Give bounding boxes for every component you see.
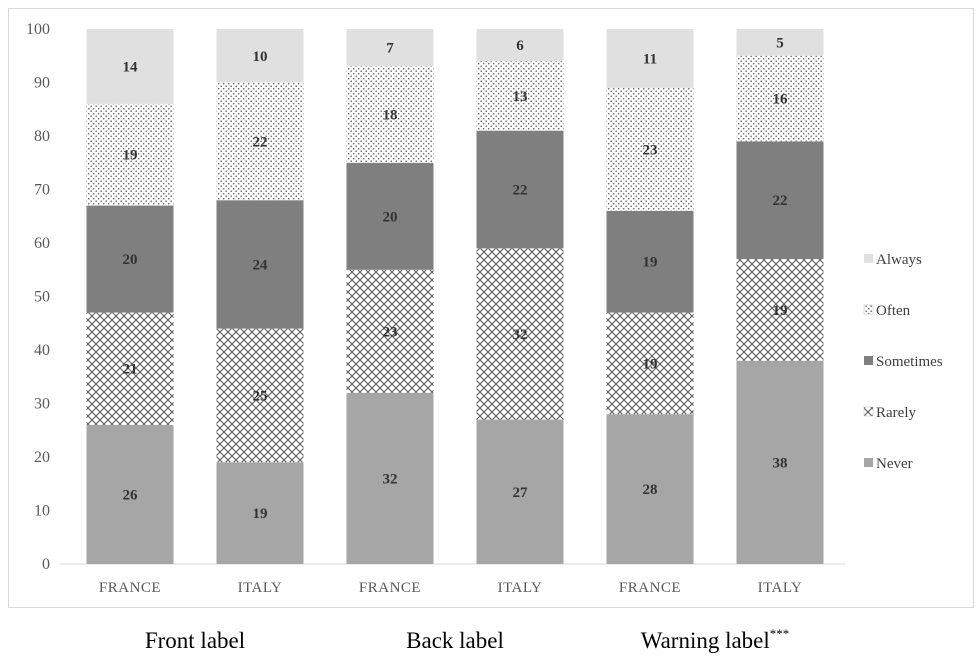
bar-segment-rarely	[476, 248, 564, 420]
bar-segment-often	[346, 66, 434, 163]
x-category-label: FRANCE	[99, 580, 161, 596]
bar-segment-sometimes	[346, 162, 434, 270]
bar-segment-sometimes	[736, 141, 824, 260]
data-label: 27	[513, 485, 529, 501]
data-label: 32	[383, 471, 398, 487]
y-tick-label: 10	[34, 503, 50, 520]
data-label: 22	[253, 134, 268, 150]
y-tick-label: 50	[34, 289, 50, 306]
x-category-label: ITALY	[238, 580, 283, 596]
legend-swatch-never	[864, 458, 873, 467]
bar-segment-often	[736, 55, 824, 142]
legend-swatch-often	[863, 304, 874, 315]
bar-segment-always	[606, 29, 694, 88]
data-label: 38	[773, 455, 788, 471]
bar-segment-never	[346, 392, 434, 564]
bar-segment-rarely	[606, 312, 694, 415]
data-label: 10	[253, 49, 268, 65]
data-label: 21	[123, 362, 138, 378]
group-label: Front label	[145, 628, 245, 653]
data-label: 13	[513, 89, 528, 105]
bar-segment-sometimes	[476, 130, 564, 249]
bar-segment-never	[86, 424, 174, 564]
bar-segment-often	[476, 61, 564, 131]
data-label: 22	[773, 193, 788, 209]
bar-segment-often	[216, 82, 304, 201]
data-label: 22	[513, 183, 528, 199]
bar-segment-rarely	[346, 269, 434, 393]
bar-segment-never	[476, 419, 564, 564]
data-label: 24	[253, 257, 269, 273]
legend-swatch-rarely	[863, 406, 874, 417]
y-tick-label: 20	[34, 449, 50, 466]
data-label: 19	[643, 255, 658, 271]
data-label: 19	[773, 303, 788, 319]
y-tick-label: 40	[34, 342, 50, 359]
bar-segment-sometimes	[216, 200, 304, 329]
data-label: 7	[386, 41, 394, 57]
bar-segment-often	[606, 87, 694, 211]
data-label: 26	[123, 487, 139, 503]
data-label: 16	[773, 92, 789, 108]
legend-label-rarely: Rarely	[876, 405, 916, 421]
data-label: 32	[513, 327, 528, 343]
bar-segment-always	[736, 29, 824, 56]
data-label: 19	[253, 506, 268, 522]
bar-segment-never	[216, 462, 304, 564]
data-label: 23	[383, 324, 398, 340]
data-label: 11	[643, 51, 657, 67]
data-label: 25	[253, 388, 268, 404]
legend-label-always: Always	[876, 252, 922, 268]
group-label: Back label	[406, 628, 504, 653]
bar-segment-sometimes	[86, 205, 174, 313]
data-label: 20	[383, 209, 398, 225]
bar-segment-rarely	[86, 312, 174, 425]
data-label: 20	[123, 252, 138, 268]
data-label: 19	[123, 148, 138, 164]
x-category-label: ITALY	[758, 580, 803, 596]
y-tick-label: 60	[34, 235, 50, 252]
bar-segment-often	[86, 103, 174, 206]
x-category-label: ITALY	[498, 580, 543, 596]
data-label: 18	[383, 108, 398, 124]
legend-label-sometimes: Sometimes	[876, 354, 943, 370]
data-label: 28	[643, 482, 658, 498]
bar-segment-rarely	[216, 328, 304, 463]
legend-swatch-sometimes	[864, 356, 873, 365]
y-tick-label: 0	[42, 556, 50, 573]
y-tick-label: 30	[34, 396, 50, 413]
data-label: 14	[123, 59, 139, 75]
bar-segment-always	[476, 29, 564, 62]
bar-segment-always	[86, 29, 174, 104]
legend-label-never: Never	[876, 456, 913, 472]
bar-segment-always	[346, 29, 434, 67]
bar-segment-rarely	[736, 259, 824, 361]
data-label: 23	[643, 142, 658, 158]
y-tick-label: 90	[34, 75, 50, 92]
data-label: 5	[776, 35, 784, 51]
y-tick-label: 70	[34, 182, 50, 199]
bar-segment-sometimes	[606, 210, 694, 313]
bar-segment-never	[736, 360, 824, 564]
y-tick-label: 80	[34, 128, 50, 145]
bar-segment-never	[606, 414, 694, 564]
data-label: 6	[516, 38, 524, 54]
legend-swatch-always	[864, 254, 873, 263]
legend-label-often: Often	[876, 303, 911, 319]
group-label: Warning label***	[641, 626, 790, 653]
data-label: 19	[643, 356, 658, 372]
x-category-label: FRANCE	[619, 580, 681, 596]
x-category-label: FRANCE	[359, 580, 421, 596]
y-tick-label: 100	[26, 21, 50, 38]
bar-segment-always	[216, 29, 304, 83]
